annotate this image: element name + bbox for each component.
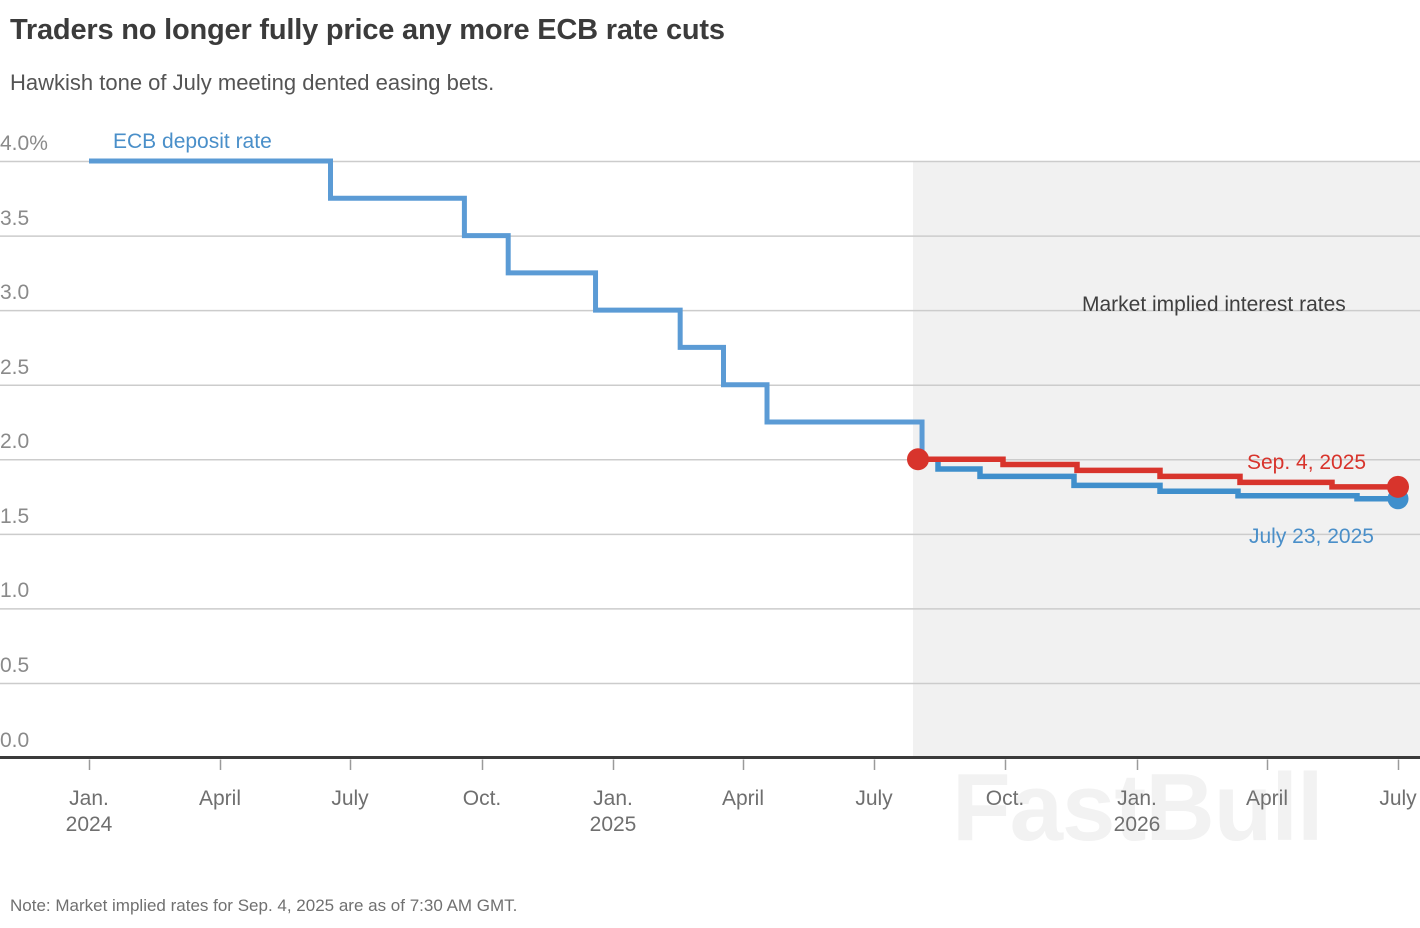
x-tick-label-year: 2025 bbox=[589, 812, 637, 836]
y-tick-label: 4.0% bbox=[0, 132, 48, 155]
chart-plot-area: 0.0 0.5 1.0 1.5 2.0 2.5 3.0 3.5 4.0% Jan. 2024 Apr… bbox=[0, 130, 1420, 836]
x-tick-marks bbox=[88, 759, 1400, 770]
x-tick-label: Jan. 2025 bbox=[543, 786, 683, 839]
x-tick-label-month: Jan. bbox=[1117, 786, 1157, 810]
x-tick-label-month: April bbox=[1245, 786, 1288, 810]
x-tick-label-year: 2026 bbox=[1113, 812, 1161, 836]
gridlines bbox=[0, 160, 1420, 759]
marker-dot-forecast-start bbox=[907, 448, 929, 471]
x-tick-label: July bbox=[1328, 786, 1420, 812]
x-tick-label: Jan. 2026 bbox=[1067, 786, 1207, 839]
x-tick-label-month: Oct. bbox=[985, 786, 1025, 810]
x-tick-label-month: July bbox=[855, 786, 893, 810]
x-tick-label-month: July bbox=[1379, 786, 1417, 810]
marker-dot-sep-4-end bbox=[1387, 475, 1409, 498]
x-tick-label: April bbox=[1197, 786, 1337, 812]
y-tick-label: 3.5 bbox=[0, 206, 30, 230]
x-tick-label: July bbox=[804, 786, 944, 812]
x-tick-label-month: April bbox=[721, 786, 764, 810]
x-tick-label-month: Oct. bbox=[462, 786, 502, 810]
x-tick-label: July bbox=[280, 786, 420, 812]
series-line-sep-4-2025 bbox=[918, 456, 1398, 490]
x-tick-label: Jan. 2024 bbox=[19, 786, 159, 839]
x-tick-label: April bbox=[673, 786, 813, 812]
x-tick-label-month: July bbox=[331, 786, 369, 810]
x-tick-label: Oct. bbox=[935, 786, 1075, 812]
y-tick-label: 2.5 bbox=[0, 355, 30, 379]
series-label-sep-4-2025: Sep. 4, 2025 bbox=[1247, 451, 1367, 474]
page-title: Traders no longer fully price any more E… bbox=[10, 14, 725, 46]
y-tick-label: 1.5 bbox=[0, 504, 30, 528]
chart-note: Note: Market implied rates for Sep. 4, 2… bbox=[10, 896, 518, 915]
y-tick-label: 2.0 bbox=[0, 430, 30, 454]
x-tick-label-month: Jan. bbox=[593, 786, 633, 810]
y-tick-label: 1.0 bbox=[0, 579, 30, 603]
x-tick-label-month: Jan. bbox=[69, 786, 109, 810]
series-label-ecb-deposit-rate: ECB deposit rate bbox=[113, 130, 272, 153]
x-tick-label: April bbox=[150, 786, 290, 812]
y-tick-label: 0.0 bbox=[0, 728, 30, 752]
x-tick-label-year: 2024 bbox=[65, 812, 113, 836]
chart-svg bbox=[0, 158, 1420, 770]
annotation-market-implied: Market implied interest rates bbox=[1082, 293, 1346, 318]
y-tick-label: 0.5 bbox=[0, 653, 30, 677]
annotation-market-implied-line1: Market implied bbox=[1082, 293, 1219, 316]
x-tick-label-month: April bbox=[198, 786, 241, 810]
x-tick-label: Oct. bbox=[412, 786, 552, 812]
y-tick-label: 3.0 bbox=[0, 281, 30, 305]
annotation-market-implied-line2: interest rates bbox=[1224, 293, 1346, 316]
page-subtitle: Hawkish tone of July meeting dented easi… bbox=[10, 70, 495, 95]
series-label-july-23-2025: July 23, 2025 bbox=[1249, 525, 1374, 548]
series-line-ecb-deposit-rate bbox=[89, 158, 925, 462]
series-line-july-23-2025 bbox=[918, 456, 1398, 502]
